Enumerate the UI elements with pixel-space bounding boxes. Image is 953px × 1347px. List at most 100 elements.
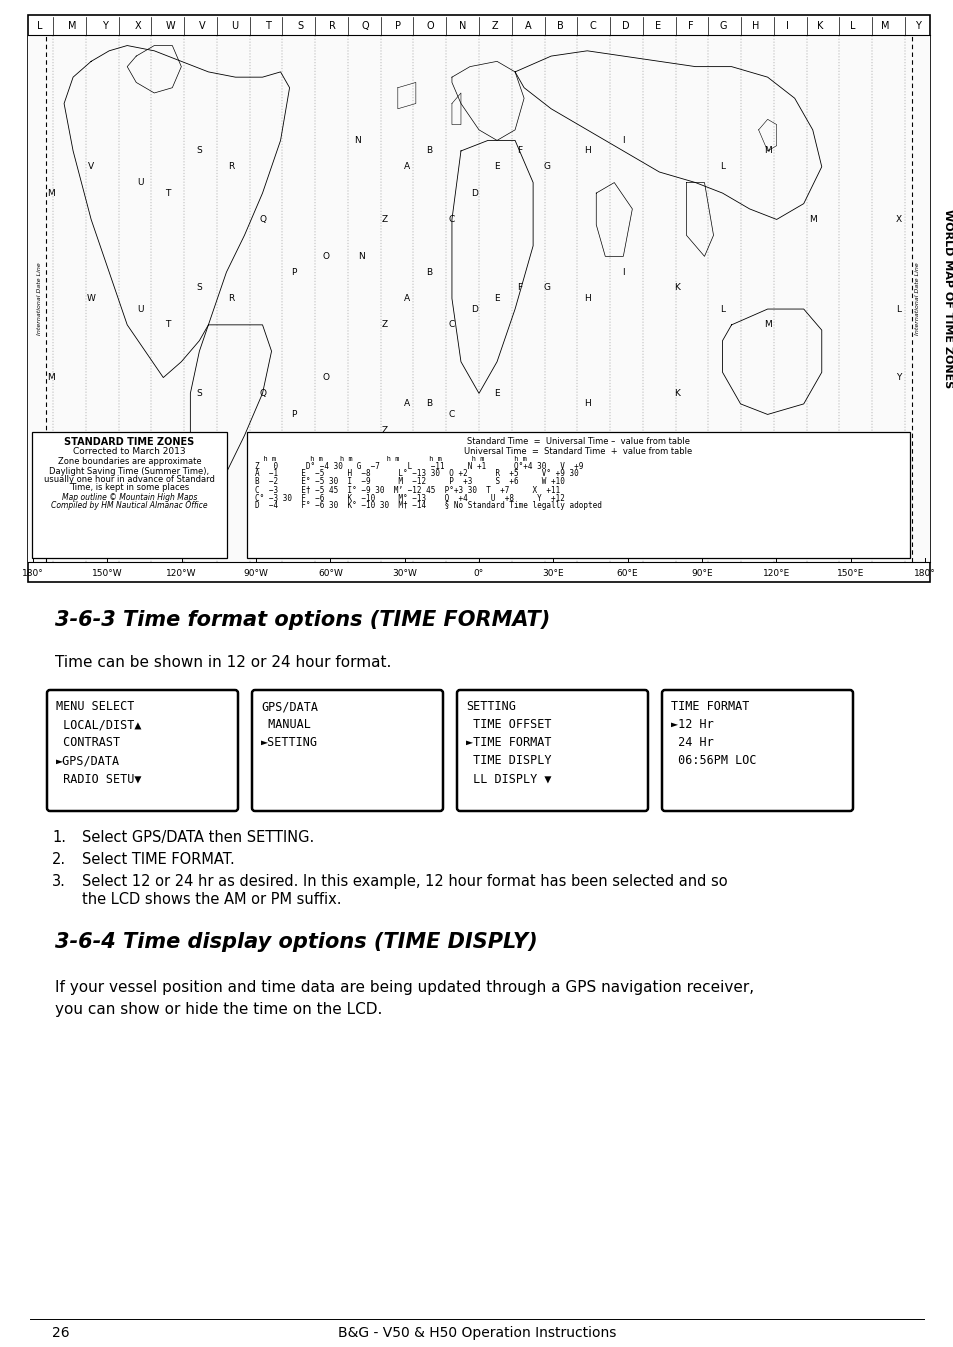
Text: E: E [494, 162, 499, 171]
Text: 0°: 0° [474, 568, 483, 578]
Text: G: G [542, 283, 550, 292]
Text: WORLD MAP OF TIME ZONES: WORLD MAP OF TIME ZONES [942, 209, 952, 388]
Text: M: M [763, 147, 771, 155]
Text: I: I [621, 136, 624, 145]
Text: Map outline © Mountain High Maps: Map outline © Mountain High Maps [62, 493, 197, 502]
Text: S: S [196, 389, 202, 397]
Text: h m        h m    h m        h m       h m       h m       h m: h m h m h m h m h m h m h m [254, 457, 526, 462]
Text: H: H [751, 22, 759, 31]
Text: Y: Y [895, 373, 901, 383]
Text: 60°E: 60°E [617, 568, 638, 578]
Text: P: P [291, 268, 296, 276]
Text: LOCAL/DIST▲: LOCAL/DIST▲ [56, 718, 141, 731]
Text: U: U [232, 22, 238, 31]
Text: STANDARD TIME ZONES: STANDARD TIME ZONES [64, 436, 194, 447]
Text: MENU SELECT: MENU SELECT [56, 700, 134, 714]
Text: Y: Y [914, 22, 920, 31]
Text: 3-6-3 Time format options (TIME FORMAT): 3-6-3 Time format options (TIME FORMAT) [55, 610, 550, 630]
Text: H: H [583, 400, 590, 408]
Text: F: F [517, 147, 521, 155]
Text: G: G [542, 162, 550, 171]
Bar [32, 432, 227, 558]
Text: Compiled by HM Nautical Almanac Office: Compiled by HM Nautical Almanac Office [51, 501, 208, 511]
Text: Zone boundaries are approximate: Zone boundaries are approximate [57, 457, 201, 466]
Text: you can show or hide the time on the LCD.: you can show or hide the time on the LCD… [55, 1002, 382, 1017]
Text: V: V [199, 22, 206, 31]
Text: Standard Time  =  Universal Time –  value from table: Standard Time = Universal Time – value f… [467, 438, 689, 446]
Text: the LCD shows the AM or PM suffix.: the LCD shows the AM or PM suffix. [82, 892, 341, 907]
Text: Z: Z [381, 321, 387, 330]
Text: If your vessel position and time data are being updated through a GPS navigation: If your vessel position and time data ar… [55, 981, 753, 995]
Text: F: F [687, 22, 693, 31]
Text: B&G - V50 & H50 Operation Instructions: B&G - V50 & H50 Operation Instructions [337, 1325, 616, 1340]
Text: M: M [47, 373, 54, 383]
Text: A: A [403, 162, 410, 171]
Text: O: O [322, 373, 329, 383]
Text: C: C [448, 409, 455, 419]
Text: E: E [494, 389, 499, 397]
Text: 90°W: 90°W [243, 568, 268, 578]
Text: TIME DISPLY: TIME DISPLY [465, 754, 551, 768]
Text: M: M [808, 216, 816, 224]
Text: 3.: 3. [52, 874, 66, 889]
Text: N: N [458, 22, 466, 31]
Text: W: W [87, 294, 95, 303]
Text: 90°E: 90°E [691, 568, 712, 578]
Text: D: D [620, 22, 628, 31]
Text: A: A [403, 294, 410, 303]
Text: Time, is kept in some places: Time, is kept in some places [70, 482, 189, 492]
Text: K: K [817, 22, 822, 31]
Text: 06:56PM LOC: 06:56PM LOC [670, 754, 756, 768]
Text: usually one hour in advance of Standard: usually one hour in advance of Standard [44, 474, 214, 484]
Text: GPS/DATA: GPS/DATA [261, 700, 317, 714]
Text: R: R [329, 22, 335, 31]
Text: P: P [395, 22, 400, 31]
Text: S: S [196, 283, 202, 292]
Text: TIME OFFSET: TIME OFFSET [465, 718, 551, 731]
Text: L: L [720, 162, 724, 171]
Text: E: E [494, 294, 499, 303]
Text: 1.: 1. [52, 830, 66, 845]
Text: W: W [165, 22, 174, 31]
Bar [28, 15, 929, 582]
Text: O: O [322, 252, 329, 261]
Text: T: T [165, 321, 171, 330]
Text: B  −2     E° −5 30  I  −9      M  −12     P  +3     S  +6     W +10: B −2 E° −5 30 I −9 M −12 P +3 S +6 W +10 [254, 477, 564, 486]
Text: U: U [137, 178, 144, 187]
Text: C: C [448, 321, 455, 330]
Text: M: M [47, 189, 54, 198]
Text: U: U [137, 304, 144, 314]
Text: B: B [426, 400, 432, 408]
Text: SETTING: SETTING [465, 700, 516, 714]
Text: Select GPS/DATA then SETTING.: Select GPS/DATA then SETTING. [82, 830, 314, 845]
FancyBboxPatch shape [661, 690, 852, 811]
Text: Z   0      D° −4 30   G  −7      L    −11     N +1      Q°+4 30   V  +9: Z 0 D° −4 30 G −7 L −11 N +1 Q°+4 30 V +… [254, 462, 583, 470]
Text: ►SETTING: ►SETTING [261, 737, 317, 749]
Text: 30°E: 30°E [542, 568, 563, 578]
Bar [28, 35, 929, 562]
Text: Z: Z [381, 426, 387, 435]
Text: A  −1     E  −5     H  −8      L° −13 30  O +2      R  +5     V° +9 30: A −1 E −5 H −8 L° −13 30 O +2 R +5 V° +9… [254, 470, 578, 478]
Text: H: H [583, 294, 590, 303]
Text: F: F [517, 283, 521, 292]
Text: B: B [557, 22, 563, 31]
Text: H: H [583, 147, 590, 155]
Text: 24 Hr: 24 Hr [670, 737, 713, 749]
Text: C: C [589, 22, 596, 31]
Text: B: B [426, 268, 432, 276]
Text: Q: Q [259, 389, 266, 397]
Text: A: A [524, 22, 531, 31]
Text: T: T [165, 189, 171, 198]
Text: Corrected to March 2013: Corrected to March 2013 [73, 447, 186, 457]
Text: CONTRAST: CONTRAST [56, 737, 120, 749]
Text: 120°W: 120°W [166, 568, 196, 578]
Text: S: S [196, 147, 202, 155]
Text: X: X [895, 216, 901, 224]
Text: K: K [674, 389, 679, 397]
Text: N: N [358, 252, 365, 261]
Text: M: M [881, 22, 889, 31]
Text: E: E [654, 22, 660, 31]
Text: ►GPS/DATA: ►GPS/DATA [56, 754, 120, 768]
Text: TIME FORMAT: TIME FORMAT [670, 700, 749, 714]
Text: L: L [720, 304, 724, 314]
